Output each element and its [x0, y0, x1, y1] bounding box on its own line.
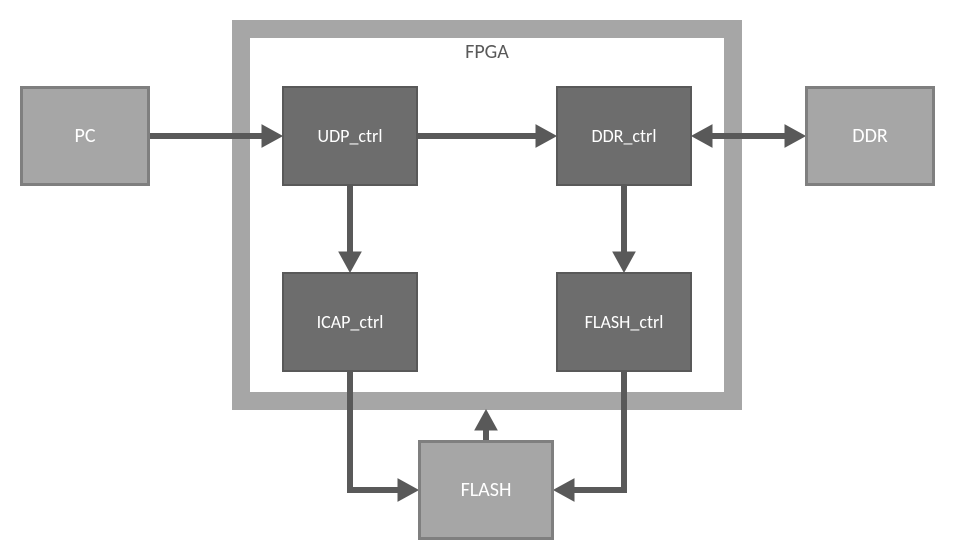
node-label: DDR: [852, 124, 887, 148]
node-label: DDR_ctrl: [592, 125, 657, 147]
fpga-label: FPGA: [250, 40, 724, 64]
node-udp_ctrl: UDP_ctrl: [282, 86, 418, 186]
node-flash: FLASH: [418, 440, 554, 540]
node-flash_ctrl: FLASH_ctrl: [556, 272, 692, 372]
node-label: ICAP_ctrl: [317, 311, 384, 333]
node-label: FLASH_ctrl: [585, 311, 664, 333]
node-ddr: DDR: [805, 86, 935, 186]
diagram-canvas: FPGA PC DDR FLASH UDP_ctrl DDR_ctrl ICAP_ctrl…: [0, 0, 956, 557]
node-label: PC: [75, 124, 96, 148]
node-pc: PC: [20, 86, 150, 186]
node-label: UDP_ctrl: [318, 125, 383, 147]
node-label: FLASH: [461, 478, 512, 502]
node-icap_ctrl: ICAP_ctrl: [282, 272, 418, 372]
node-ddr_ctrl: DDR_ctrl: [556, 86, 692, 186]
